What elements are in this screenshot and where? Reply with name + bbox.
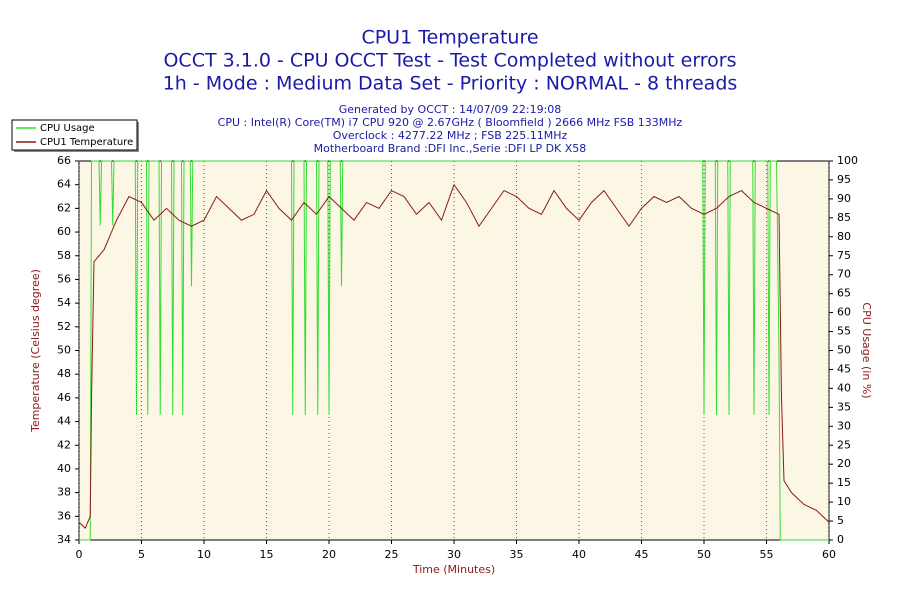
y-tick-label: 64	[57, 178, 71, 191]
y2-tick-label: 80	[837, 230, 851, 243]
x-tick-label: 0	[76, 548, 83, 561]
y2-tick-label: 50	[837, 344, 851, 357]
series-line	[78, 183, 830, 530]
legend-label: CPU1 Temperature	[40, 137, 133, 148]
y2-tick-label: 0	[837, 533, 844, 546]
y-tick-label: 60	[57, 225, 71, 238]
chart-subtitle: Overclock : 4277.22 MHz ; FSB 225.11MHz	[333, 129, 568, 142]
y-tick-label: 42	[57, 438, 71, 451]
y2-tick-label: 10	[837, 495, 851, 508]
y-tick-label: 52	[57, 320, 71, 333]
y2-tick-label: 90	[837, 192, 851, 205]
y2-tick-label: 15	[837, 476, 851, 489]
y2-tick-label: 65	[837, 287, 851, 300]
x-tick-label: 60	[822, 548, 836, 561]
y-tick-label: 66	[57, 154, 71, 167]
x-tick-label: 35	[510, 548, 524, 561]
y2-tick-label: 35	[837, 400, 851, 413]
y-tick-label: 62	[57, 201, 71, 214]
y2-axis-label: CPU Usage (in %)	[860, 302, 873, 398]
chart-subtitle: Motherboard Brand :DFI Inc.,Serie :DFI L…	[314, 142, 587, 155]
x-axis-label: Time (Minutes)	[412, 563, 495, 576]
x-tick-label: 30	[447, 548, 461, 561]
chart-title: OCCT 3.1.0 - CPU OCCT Test - Test Comple…	[163, 50, 736, 72]
y-tick-label: 48	[57, 367, 71, 380]
x-tick-label: 45	[635, 548, 649, 561]
y2-tick-label: 40	[837, 381, 851, 394]
chart-title: 1h - Mode : Medium Data Set - Priority :…	[163, 73, 738, 95]
x-tick-label: 20	[322, 548, 336, 561]
y-tick-label: 46	[57, 391, 71, 404]
chart-subtitle: Generated by OCCT : 14/07/09 22:19:08	[339, 103, 562, 116]
y2-tick-label: 75	[837, 249, 851, 262]
x-tick-label: 40	[572, 548, 586, 561]
y-tick-label: 58	[57, 249, 71, 262]
x-tick-label: 25	[385, 548, 399, 561]
series-line	[79, 160, 829, 541]
y-tick-label: 36	[57, 509, 71, 522]
y2-tick-label: 60	[837, 306, 851, 319]
y-axis-label: Temperature (Celsius degree)	[29, 269, 42, 433]
y2-tick-label: 45	[837, 362, 851, 375]
y-tick-label: 34	[57, 533, 71, 546]
y2-tick-label: 5	[837, 514, 844, 527]
y-tick-label: 56	[57, 272, 71, 285]
x-tick-label: 10	[197, 548, 211, 561]
y2-tick-label: 30	[837, 419, 851, 432]
chart-title: CPU1 Temperature	[361, 27, 538, 49]
x-tick-label: 5	[138, 548, 145, 561]
y2-tick-label: 100	[837, 154, 858, 167]
y-tick-label: 38	[57, 486, 71, 499]
y-tick-label: 50	[57, 344, 71, 357]
y2-tick-label: 85	[837, 211, 851, 224]
y2-tick-label: 55	[837, 325, 851, 338]
chart-subtitle: CPU : Intel(R) Core(TM) i7 CPU 920 @ 2.6…	[218, 116, 683, 129]
y2-tick-label: 25	[837, 438, 851, 451]
x-tick-label: 55	[760, 548, 774, 561]
x-tick-label: 15	[260, 548, 274, 561]
y-tick-label: 54	[57, 296, 71, 309]
y-tick-label: 40	[57, 462, 71, 475]
x-tick-label: 50	[697, 548, 711, 561]
legend-box	[11, 119, 138, 151]
y2-tick-label: 95	[837, 173, 851, 186]
y2-tick-label: 20	[837, 457, 851, 470]
y-tick-label: 44	[57, 415, 71, 428]
legend-label: CPU Usage	[40, 123, 95, 134]
y2-tick-label: 70	[837, 268, 851, 281]
